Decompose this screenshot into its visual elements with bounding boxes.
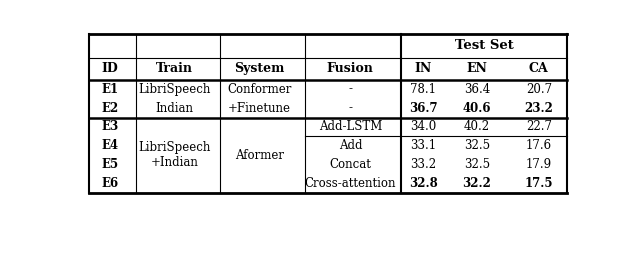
Text: Fusion: Fusion	[327, 62, 374, 75]
Text: E3: E3	[101, 121, 118, 133]
Text: Test Set: Test Set	[455, 39, 514, 52]
Text: E1: E1	[101, 83, 118, 95]
Text: 23.2: 23.2	[524, 102, 553, 114]
Text: Cross-attention: Cross-attention	[305, 177, 396, 190]
Text: +Finetune: +Finetune	[228, 102, 291, 114]
Text: 22.7: 22.7	[526, 121, 552, 133]
Text: 40.2: 40.2	[464, 121, 490, 133]
Text: LibriSpeech: LibriSpeech	[138, 83, 211, 95]
Text: 78.1: 78.1	[410, 83, 436, 95]
Text: 32.8: 32.8	[409, 177, 438, 190]
Text: -: -	[348, 83, 352, 95]
Text: Concat: Concat	[330, 158, 371, 172]
Text: 33.2: 33.2	[410, 158, 436, 172]
Text: LibriSpeech
+Indian: LibriSpeech +Indian	[138, 141, 211, 169]
Text: E4: E4	[101, 140, 118, 152]
Text: E6: E6	[101, 177, 118, 190]
Text: 36.4: 36.4	[463, 83, 490, 95]
Text: 32.5: 32.5	[464, 158, 490, 172]
Text: E2: E2	[101, 102, 118, 114]
Text: 17.6: 17.6	[525, 140, 552, 152]
Text: ID: ID	[101, 62, 118, 75]
Text: Aformer: Aformer	[235, 149, 284, 162]
Text: 32.2: 32.2	[462, 177, 492, 190]
Text: -: -	[348, 102, 352, 114]
Text: IN: IN	[415, 62, 432, 75]
Text: 33.1: 33.1	[410, 140, 436, 152]
Text: Add-LSTM: Add-LSTM	[319, 121, 382, 133]
Text: E5: E5	[101, 158, 118, 172]
Text: 34.0: 34.0	[410, 121, 436, 133]
Text: CA: CA	[529, 62, 548, 75]
Text: 32.5: 32.5	[464, 140, 490, 152]
Text: Train: Train	[156, 62, 193, 75]
Text: 17.5: 17.5	[525, 177, 553, 190]
Text: 40.6: 40.6	[463, 102, 491, 114]
Text: EN: EN	[467, 62, 487, 75]
Text: Add: Add	[339, 140, 362, 152]
Text: 20.7: 20.7	[525, 83, 552, 95]
Text: 36.7: 36.7	[409, 102, 438, 114]
Text: Indian: Indian	[156, 102, 193, 114]
Text: Conformer: Conformer	[227, 83, 292, 95]
Text: 17.9: 17.9	[525, 158, 552, 172]
Text: System: System	[234, 62, 285, 75]
